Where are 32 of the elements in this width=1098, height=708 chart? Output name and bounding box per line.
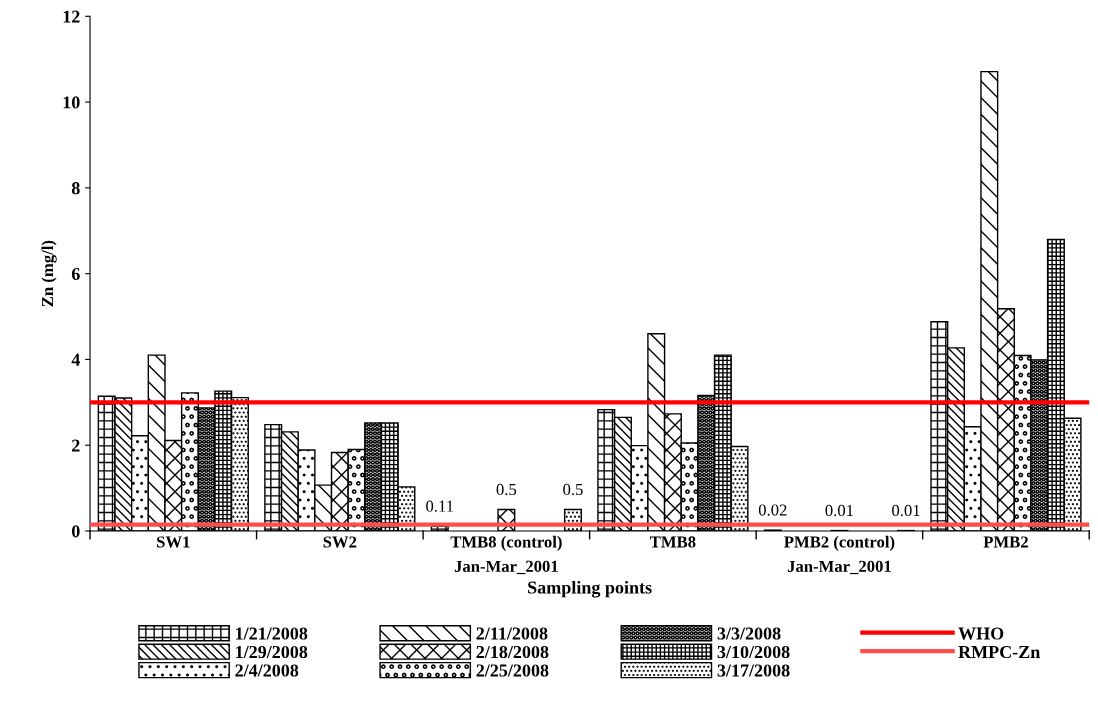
legend-label: 2/18/2008 (476, 645, 549, 659)
y-tick-label: 2 (72, 439, 80, 452)
legend-label: 1/29/2008 (236, 645, 308, 659)
legend-label: 1/21/2008 (236, 627, 308, 640)
x-tick-label: PMB2 (control) Jan-Mar_2001 (784, 535, 895, 575)
y-tick-label: 0 (71, 525, 80, 538)
y-tick-label: 6 (71, 267, 80, 281)
y-axis-title: Zn (mg/l) (41, 240, 57, 307)
data-label: 0.5 (563, 483, 583, 496)
x-axis-title: Sampling points (528, 580, 652, 598)
data-label: 0.01 (892, 504, 920, 517)
legend-label: 3/3/2008 (717, 627, 781, 640)
data-label: 0.02 (758, 504, 787, 516)
x-tick-label: TMB8 (650, 536, 696, 548)
legend-label: 3/10/2008 (717, 645, 790, 659)
legend-label: 2/11/2008 (476, 627, 548, 640)
x-tick-label: PMB2 (983, 536, 1028, 548)
legend-label: 2/25/2008 (476, 664, 549, 677)
legend-label: WHO (958, 627, 1004, 640)
y-tick-label: 12 (63, 10, 80, 23)
data-label: 0.01 (825, 504, 853, 517)
y-tick-label: 4 (71, 353, 80, 366)
legend-label: 3/17/2008 (717, 664, 790, 677)
y-tick-label: 8 (71, 182, 80, 195)
legend-label: RMPC-Zn (958, 645, 1041, 659)
data-label: 0.11 (426, 500, 454, 512)
y-tick-label: 10 (63, 96, 80, 109)
data-label: 0.5 (496, 483, 517, 496)
x-tick-label: SW1 (157, 536, 190, 548)
legend-label: 2/4/2008 (235, 664, 299, 677)
x-tick-label: TMB8 (control) Jan-Mar_2001 (450, 535, 562, 575)
x-tick-label: SW2 (323, 536, 357, 548)
